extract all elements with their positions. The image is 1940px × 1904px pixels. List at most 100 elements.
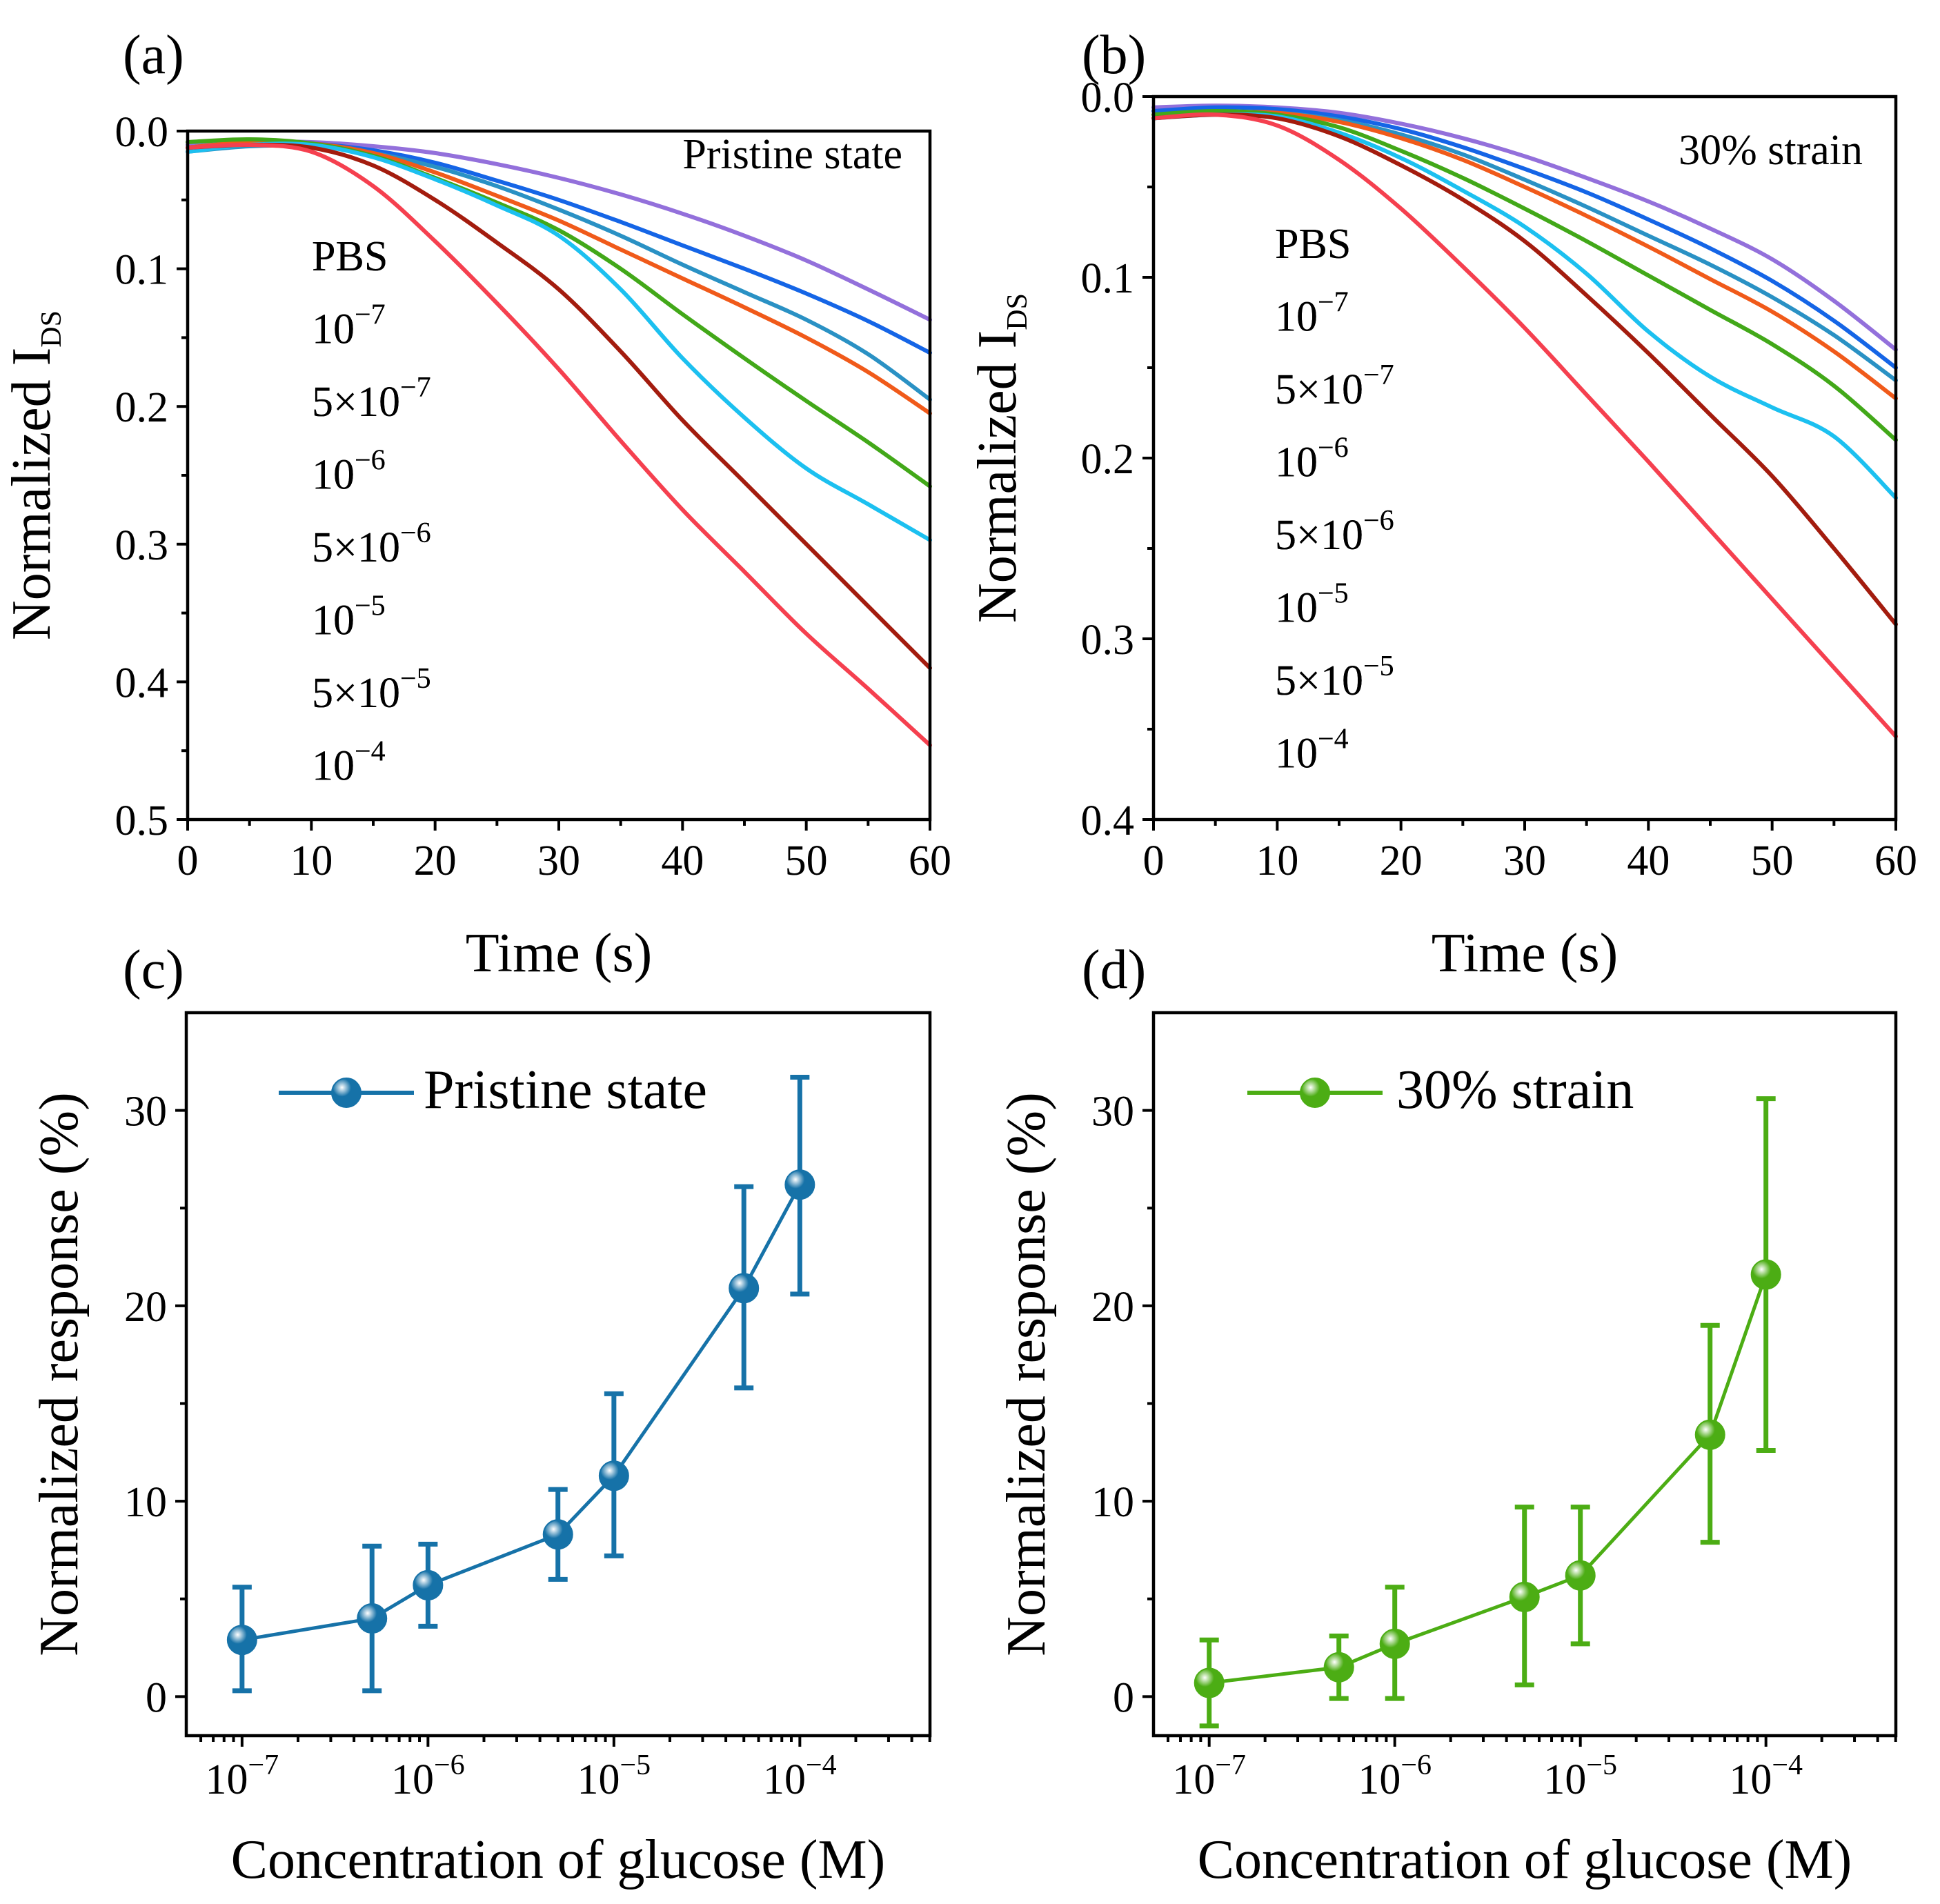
legend: Pristine state (279, 1060, 707, 1120)
x-tick-label: 10−6 (1358, 1749, 1432, 1803)
x-tick-label: 60 (909, 837, 951, 884)
x-tick-label: 40 (661, 837, 704, 884)
x-tick-label: 50 (1751, 837, 1794, 884)
panel-d: 0 10 20 30 10−7 10−6 10−5 10−4 Concentration of … (996, 940, 1898, 1890)
y-tick-label: 20 (124, 1284, 167, 1331)
y-tick-label: 0.4 (1081, 797, 1135, 844)
y-tick-label: 0.4 (115, 660, 169, 706)
y-tick-label: 0.1 (115, 247, 169, 294)
y-axis-title: Normalized IDS (1, 310, 68, 640)
curve-5e-5 (1151, 112, 1898, 626)
legend-label: Pristine state (424, 1060, 707, 1120)
response-line (241, 1184, 802, 1642)
curve-5e-7 (186, 143, 932, 402)
x-tick-label: 10−7 (206, 1749, 279, 1803)
curve-1e-5 (186, 141, 932, 542)
plot-frame (184, 1011, 932, 1738)
data-point (413, 1569, 444, 1600)
y-tick-label: 10 (124, 1479, 167, 1526)
panel-a: 0 10 20 30 40 50 60 0.0 0.1 0.2 0.3 0.4 0.5 Time (s) N… (1, 25, 951, 984)
legend-marker (331, 1078, 362, 1108)
legend-label-1e-7: 10−7 (1275, 287, 1349, 341)
y-tick-label: 10 (1091, 1479, 1134, 1526)
x-tick-label: 20 (414, 837, 457, 884)
panel-b: 0 10 20 30 40 50 60 0.0 0.1 0.2 0.3 0.4 Time (s) Norm… (967, 25, 1917, 984)
y-tick-label: 0.2 (115, 384, 169, 431)
legend-label-1e-6: 10−6 (312, 445, 386, 499)
x-tick-label: 10−5 (577, 1749, 651, 1803)
data-point (784, 1169, 815, 1200)
state-label: Pristine state (682, 131, 902, 178)
legend-label-1e-4: 10−4 (312, 736, 386, 790)
data-point (1323, 1652, 1354, 1683)
legend-label-1e-6: 10−6 (312, 445, 386, 499)
legend-label-1e-5: 10−5 (1275, 578, 1349, 632)
legend-label-5e-7: 5×10−7 (312, 372, 431, 426)
data-point (542, 1519, 573, 1550)
legend-label-1e-6: 10−6 (1275, 433, 1349, 486)
legend-label-5e-7: 5×10−7 (1275, 359, 1394, 413)
y-tick-label: 0 (146, 1674, 167, 1721)
legend-label-1e-5: 10−5 (312, 591, 386, 644)
y-axis-title: Normalized response (%) (29, 1092, 90, 1656)
x-axis-title: Time (s) (466, 923, 652, 984)
x-tick-label: 60 (1874, 837, 1917, 884)
legend: PBS 10−7 5×10−7 10−6 5×10−6 10−5 5×10−5 10−4 (1275, 221, 1394, 777)
x-tick-label: 10−6 (391, 1749, 465, 1803)
x-tick-label: 30 (1503, 837, 1546, 884)
legend-label-1e-7: 10−7 (312, 299, 386, 353)
legend-marker (1300, 1078, 1330, 1108)
legend-label-1e-7: 10−7 (312, 299, 386, 353)
curve-1e-4 (1151, 112, 1898, 739)
panel-label: (d) (1082, 940, 1146, 1000)
y-tick-label: 30 (1091, 1089, 1134, 1136)
y-tick-label: 0.3 (1081, 617, 1135, 664)
legend-label-5e-5: 5×10−5 (1275, 651, 1394, 704)
x-tick-label: 30 (537, 837, 580, 884)
y-tick-label: 0.5 (115, 797, 169, 844)
data-point (1509, 1581, 1540, 1612)
y-tick-label: 0.0 (115, 109, 169, 156)
data-point (1565, 1560, 1596, 1591)
x-tick-label: 40 (1627, 837, 1670, 884)
y-tick-label: 20 (1091, 1284, 1134, 1331)
state-label: 30% strain (1679, 127, 1863, 174)
legend-label-5e-6: 5×10−6 (312, 517, 431, 571)
curve-1e-7 (1151, 105, 1898, 370)
y-tick-label: 0.0 (1081, 75, 1135, 121)
panel-label: (a) (123, 25, 184, 86)
panel-c: 0 10 20 30 10−7 10−6 10−5 10−4 Concentration of … (29, 940, 932, 1890)
data-point (1379, 1628, 1410, 1659)
legend-label-5e-6: 5×10−6 (312, 517, 431, 571)
y-axis-title: Normalized response (%) (996, 1092, 1057, 1656)
panel-label: (b) (1082, 25, 1146, 86)
legend-label-1e-4: 10−4 (1275, 724, 1349, 777)
legend: PBS 10−7 5×10−7 10−6 5×10−6 10−5 5×10−5 10−4 (312, 233, 431, 790)
legend-label-5e-5: 5×10−5 (312, 663, 431, 717)
legend-label-5e-7: 5×10−7 (1275, 359, 1394, 413)
y-axis-title: Normalized IDS (967, 293, 1033, 623)
curve-1e-4 (186, 142, 932, 748)
y-tick-label: 30 (124, 1089, 167, 1136)
data-point (226, 1625, 257, 1656)
x-tick-label: 20 (1380, 837, 1423, 884)
x-axis-title: Concentration of glucose (M) (231, 1829, 886, 1890)
y-tick-label: 0.1 (1081, 255, 1135, 302)
legend-label-pbs: PBS (312, 233, 388, 280)
data-point (1694, 1419, 1725, 1450)
legend-label-1e-5: 10−5 (1275, 578, 1349, 632)
legend-label-1e-6: 10−6 (1275, 433, 1349, 486)
data-point (1194, 1667, 1225, 1698)
x-tick-label: 10−4 (763, 1749, 837, 1803)
x-tick-label: 10−7 (1172, 1749, 1246, 1803)
x-tick-label: 10−5 (1543, 1749, 1617, 1803)
x-tick-label: 10 (290, 837, 333, 884)
legend-label-pbs: PBS (1275, 221, 1351, 268)
legend-label-1e-5: 10−5 (312, 591, 386, 644)
data-point (598, 1460, 629, 1491)
x-tick-label: 10 (1256, 837, 1298, 884)
curve-5e-5 (186, 142, 932, 671)
plot-frame (1151, 95, 1898, 822)
y-tick-label: 0 (1113, 1674, 1134, 1721)
